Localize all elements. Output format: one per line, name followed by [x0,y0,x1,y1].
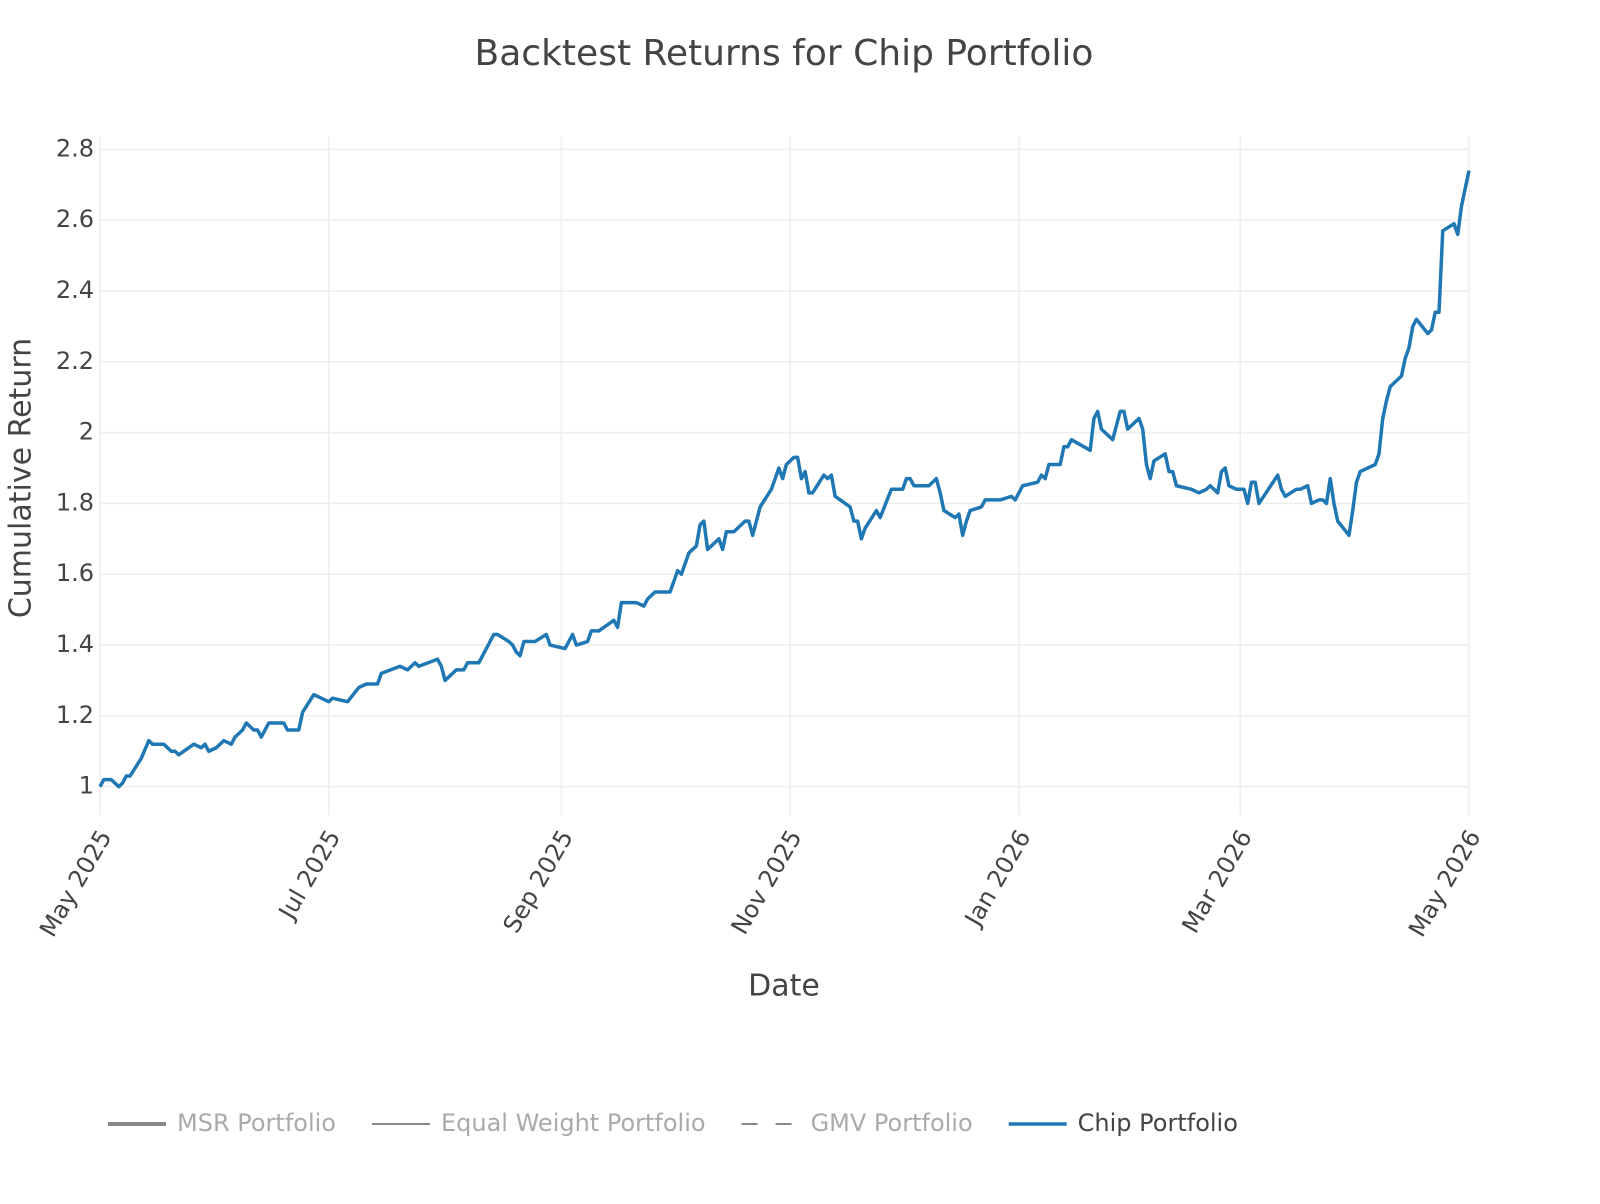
y-tick-label: 2.8 [56,134,94,162]
x-tick-label: May 2025 [34,825,117,941]
x-tick-label: Mar 2026 [1176,825,1257,938]
legend-label: Equal Weight Portfolio [441,1109,706,1137]
legend-item: Equal Weight Portfolio [371,1109,706,1137]
x-axis-title: Date [748,969,820,1004]
legend-label: MSR Portfolio [177,1109,336,1137]
y-axis-title: Cumulative Return [4,338,39,618]
y-tick-label: 2 [79,418,94,446]
x-tick-label: Nov 2025 [726,825,808,939]
y-tick-label: 1 [79,772,94,800]
x-tick-label: Sep 2025 [498,825,579,938]
y-tick-label: 1.4 [56,630,94,658]
legend-item: MSR Portfolio [108,1109,336,1137]
y-tick-label: 1.2 [56,701,94,729]
y-tick-label: 1.8 [56,488,94,516]
y-tick-label: 2.6 [56,205,94,233]
legend-label: Chip Portfolio [1078,1109,1238,1137]
x-tick-label: Jan 2026 [958,825,1036,932]
y-tick-label: 1.6 [56,559,94,587]
x-tick-label: Jul 2025 [272,825,346,925]
chart-title: Backtest Returns for Chip Portfolio [475,33,1094,74]
legend-item: GMV Portfolio [741,1109,973,1137]
legend-label: GMV Portfolio [811,1109,973,1137]
y-tick-label: 2.2 [56,347,94,375]
legend-item: Chip Portfolio [1008,1109,1238,1137]
series-line [98,170,1471,789]
x-tick-label: May 2026 [1403,825,1486,941]
y-tick-label: 2.4 [56,276,94,304]
